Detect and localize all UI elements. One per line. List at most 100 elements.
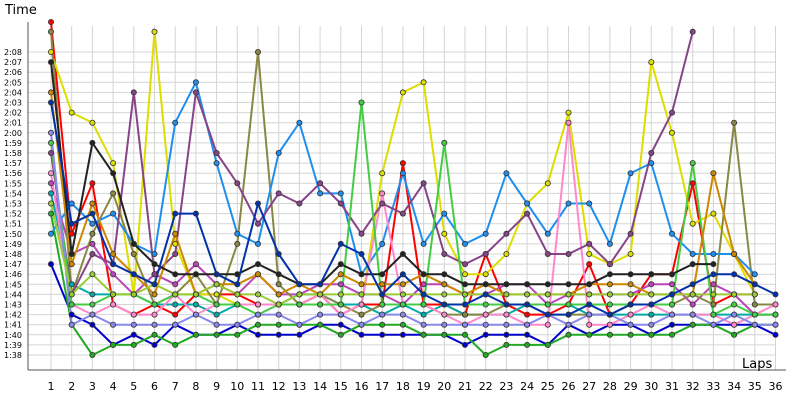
data-point (669, 271, 676, 278)
data-point (586, 250, 593, 257)
data-point (627, 230, 634, 237)
data-point (482, 271, 489, 278)
data-point (461, 341, 468, 348)
data-point (213, 281, 220, 288)
data-point (420, 291, 427, 298)
data-point (48, 210, 55, 217)
data-point (151, 301, 158, 308)
x-tick-label: 25 (541, 380, 555, 393)
y-tick-label: 1:47 (4, 260, 22, 269)
data-point (482, 331, 489, 338)
x-tick-label: 28 (603, 380, 617, 393)
data-point (89, 180, 96, 187)
data-point (317, 301, 324, 308)
data-point (151, 261, 158, 268)
x-tick-label: 12 (272, 380, 286, 393)
y-tick-label: 1:59 (4, 139, 22, 148)
data-point (234, 321, 241, 328)
y-tick-label: 1:42 (4, 311, 22, 320)
data-point (710, 170, 717, 177)
data-point (213, 331, 220, 338)
data-point (151, 250, 158, 257)
data-point (48, 59, 55, 66)
data-point (254, 301, 261, 308)
data-point (586, 301, 593, 308)
data-point (48, 18, 55, 25)
data-point (731, 311, 738, 318)
data-point (48, 230, 55, 237)
series-line (50, 132, 776, 326)
y-tick-labels: 1:381:391:401:411:421:43 1:441:451:461:47… (4, 48, 22, 360)
data-point (172, 311, 179, 318)
data-point (172, 291, 179, 298)
y-tick-label: 1:53 (4, 200, 22, 209)
data-point (731, 291, 738, 298)
data-point (524, 281, 531, 288)
data-point (337, 281, 344, 288)
data-point (565, 250, 572, 257)
data-point (254, 220, 261, 227)
y-tick-label: 1:50 (4, 230, 22, 239)
data-point (648, 281, 655, 288)
data-point (110, 271, 117, 278)
data-point (731, 271, 738, 278)
data-point (254, 321, 261, 328)
y-tick-label: 1:41 (4, 321, 22, 330)
y-tick-label: 1:38 (4, 351, 22, 360)
y-tick-label: 2:00 (4, 129, 22, 138)
data-point (110, 291, 117, 298)
data-point (544, 281, 551, 288)
data-point (234, 291, 241, 298)
data-point (689, 160, 696, 167)
x-tick-label: 7 (172, 380, 179, 393)
data-point (565, 301, 572, 308)
data-point (48, 49, 55, 56)
data-point (296, 301, 303, 308)
data-point (110, 190, 117, 197)
x-tick-label: 5 (130, 380, 137, 393)
data-point (172, 250, 179, 257)
data-point (317, 180, 324, 187)
data-point (254, 261, 261, 268)
data-point (503, 250, 510, 257)
data-point (151, 331, 158, 338)
y-tick-label: 2:05 (4, 78, 22, 87)
data-point (234, 240, 241, 247)
data-point (503, 170, 510, 177)
data-point (441, 291, 448, 298)
data-point (420, 180, 427, 187)
data-point (441, 281, 448, 288)
series-line (50, 263, 776, 346)
data-point (254, 331, 261, 338)
data-point (192, 331, 199, 338)
data-point (68, 291, 75, 298)
x-tick-labels: 1 2 3 4 5 6 7 8 9 10 11 12 13 14 15 16 17 18 19 20 21 22 23 24 2… (48, 380, 783, 393)
data-point (48, 180, 55, 187)
data-point (669, 129, 676, 136)
data-point (648, 149, 655, 156)
data-point (648, 321, 655, 328)
data-point (172, 271, 179, 278)
data-point (751, 271, 758, 278)
data-point (441, 210, 448, 217)
data-point (172, 240, 179, 247)
data-point (275, 301, 282, 308)
data-point (524, 291, 531, 298)
x-tick-label: 4 (110, 380, 117, 393)
data-point (337, 331, 344, 338)
data-point (503, 341, 510, 348)
data-point (565, 291, 572, 298)
data-point (172, 301, 179, 308)
data-point (441, 230, 448, 237)
data-point (482, 311, 489, 318)
data-point (130, 311, 137, 318)
data-point (751, 291, 758, 298)
data-point (89, 240, 96, 247)
data-point (110, 170, 117, 177)
data-point (399, 210, 406, 217)
series-line (50, 193, 776, 316)
data-point (68, 200, 75, 207)
data-point (689, 281, 696, 288)
data-point (544, 291, 551, 298)
data-point (275, 190, 282, 197)
